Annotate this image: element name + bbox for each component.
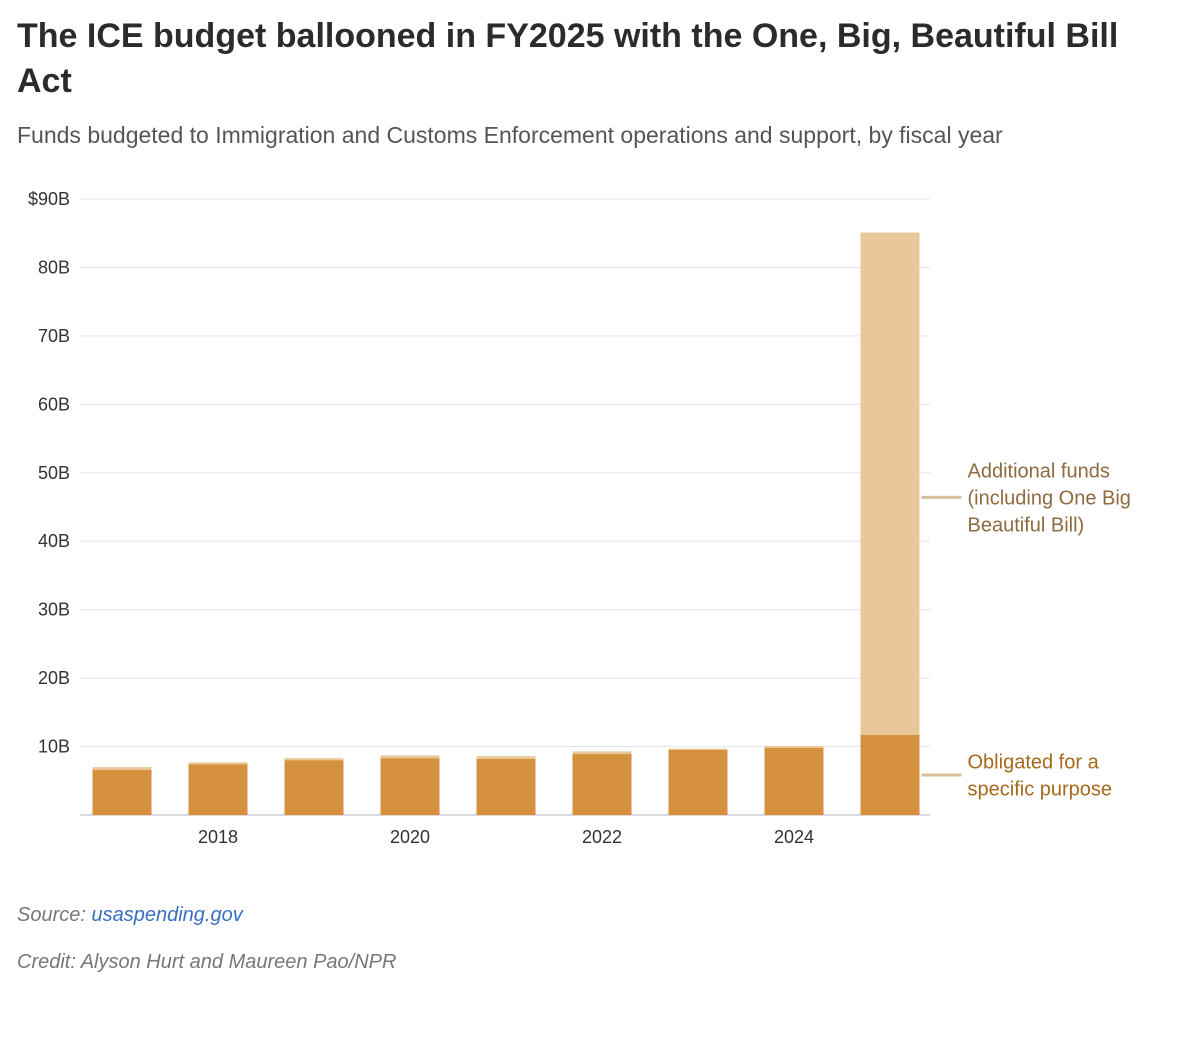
y-axis-labels: 10B 20B 30B 40B 50B 60B 70B 80B $90B	[28, 189, 70, 757]
ice-budget-bar-chart: 10B 20B 30B 40B 50B 60B 70B 80B $90B 2018 2020 202…	[28, 189, 1131, 847]
y-tick-label: 30B	[38, 600, 70, 620]
gridlines	[80, 198, 930, 816]
bar-obligated-2025	[860, 734, 920, 815]
bar-obligated-2020	[380, 758, 440, 815]
y-tick-label: 70B	[38, 326, 70, 346]
bar-additional-2017	[92, 767, 152, 770]
x-tick-label: 2024	[774, 827, 814, 847]
annotation-additional-label: Beautiful Bill)	[968, 514, 1085, 536]
bar-obligated-2022	[572, 754, 632, 815]
y-tick-label: 80B	[38, 257, 70, 277]
bar-additional-2018	[188, 762, 248, 765]
source-line: Source: usaspending.gov	[17, 904, 243, 927]
y-tick-label: $90B	[28, 189, 70, 209]
bar-obligated-2017	[92, 769, 152, 815]
bar-additional-2024	[764, 745, 824, 748]
bar-additional-2019	[284, 758, 344, 761]
bar-additional-2020	[380, 755, 440, 759]
annotations: Additional funds (including One Big Beauti…	[921, 460, 1131, 800]
bar-obligated-2019	[284, 760, 344, 815]
annotation-obligated-label: Obligated for a	[968, 751, 1100, 773]
y-tick-label: 60B	[38, 394, 70, 414]
y-tick-label: 50B	[38, 463, 70, 483]
bar-additional-2021	[476, 756, 536, 759]
bar-additional-2023	[668, 748, 728, 750]
annotation-additional-label: Additional funds	[968, 460, 1110, 482]
bars	[92, 232, 920, 815]
x-axis-labels: 2018 2020 2022 2024	[198, 827, 814, 847]
bar-additional-2022	[572, 751, 632, 755]
annotation-additional-label: (including One Big	[968, 487, 1131, 509]
source-link[interactable]: usaspending.gov	[91, 904, 243, 926]
source-label: Source:	[17, 904, 92, 926]
bar-obligated-2024	[764, 747, 824, 815]
bar-additional-2025	[860, 232, 920, 735]
y-tick-label: 40B	[38, 531, 70, 551]
x-tick-label: 2020	[390, 827, 430, 847]
y-tick-label: 20B	[38, 668, 70, 688]
credit-line: Credit: Alyson Hurt and Maureen Pao/NPR	[17, 951, 397, 973]
annotation-obligated-label: specific purpose	[968, 778, 1113, 800]
x-tick-label: 2022	[582, 827, 622, 847]
chart-title: The ICE budget ballooned in FY2025 with …	[17, 17, 1119, 100]
y-tick-label: 10B	[38, 737, 70, 757]
bar-obligated-2021	[476, 758, 536, 815]
chart-subtitle: Funds budgeted to Immigration and Custom…	[17, 122, 1003, 148]
bar-obligated-2018	[188, 764, 248, 815]
x-tick-label: 2018	[198, 827, 238, 847]
bar-obligated-2023	[668, 749, 728, 815]
